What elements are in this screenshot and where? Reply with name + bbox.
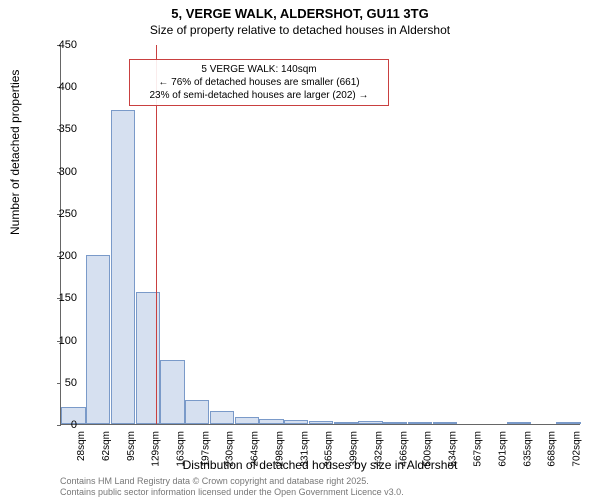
x-tick-label: 95sqm: [126, 431, 137, 461]
histogram-bar: [556, 422, 580, 424]
annotation-line3: 23% of semi-detached houses are larger (…: [136, 89, 382, 102]
histogram-bar: [358, 421, 382, 424]
x-tick-label: 62sqm: [101, 431, 112, 461]
histogram-bar: [309, 421, 333, 424]
y-tick-label: 300: [59, 166, 77, 178]
y-tick-label: 350: [59, 123, 77, 135]
y-tick-label: 50: [65, 377, 77, 389]
y-tick-label: 200: [59, 250, 77, 262]
footer-line-2: Contains public sector information licen…: [60, 487, 580, 498]
histogram-bar: [408, 422, 432, 424]
histogram-bar: [185, 400, 209, 424]
histogram-bar: [334, 422, 358, 424]
histogram-bar: [433, 422, 457, 424]
chart-title: 5, VERGE WALK, ALDERSHOT, GU11 3TG: [0, 0, 600, 21]
histogram-bar: [160, 360, 184, 424]
chart-footer: Contains HM Land Registry data © Crown c…: [60, 476, 580, 498]
y-tick-label: 100: [59, 335, 77, 347]
footer-line-1: Contains HM Land Registry data © Crown c…: [60, 476, 580, 487]
y-axis-label: Number of detached properties: [8, 70, 22, 235]
x-axis-label: Distribution of detached houses by size …: [60, 458, 580, 472]
histogram-bar: [284, 420, 308, 424]
histogram-bar: [383, 422, 407, 424]
chart-container: 5, VERGE WALK, ALDERSHOT, GU11 3TG Size …: [0, 0, 600, 500]
histogram-bar: [210, 411, 234, 424]
y-tick-label: 150: [59, 292, 77, 304]
histogram-bar: [111, 110, 135, 424]
chart-subtitle: Size of property relative to detached ho…: [0, 21, 600, 37]
y-tick-label: 400: [59, 81, 77, 93]
histogram-bar: [235, 417, 259, 424]
plot-area: 28sqm62sqm95sqm129sqm163sqm197sqm230sqm2…: [60, 45, 580, 425]
y-tick-label: 450: [59, 39, 77, 51]
y-tick-label: 0: [71, 419, 77, 431]
histogram-bar: [507, 422, 531, 424]
annotation-line2: ← 76% of detached houses are smaller (66…: [136, 76, 382, 89]
x-tick-label: 28sqm: [76, 431, 87, 461]
annotation-line1: 5 VERGE WALK: 140sqm: [136, 63, 382, 76]
y-tick-label: 250: [59, 208, 77, 220]
histogram-bar: [259, 419, 283, 424]
histogram-bar: [86, 255, 110, 424]
annotation-box: 5 VERGE WALK: 140sqm← 76% of detached ho…: [129, 59, 389, 106]
